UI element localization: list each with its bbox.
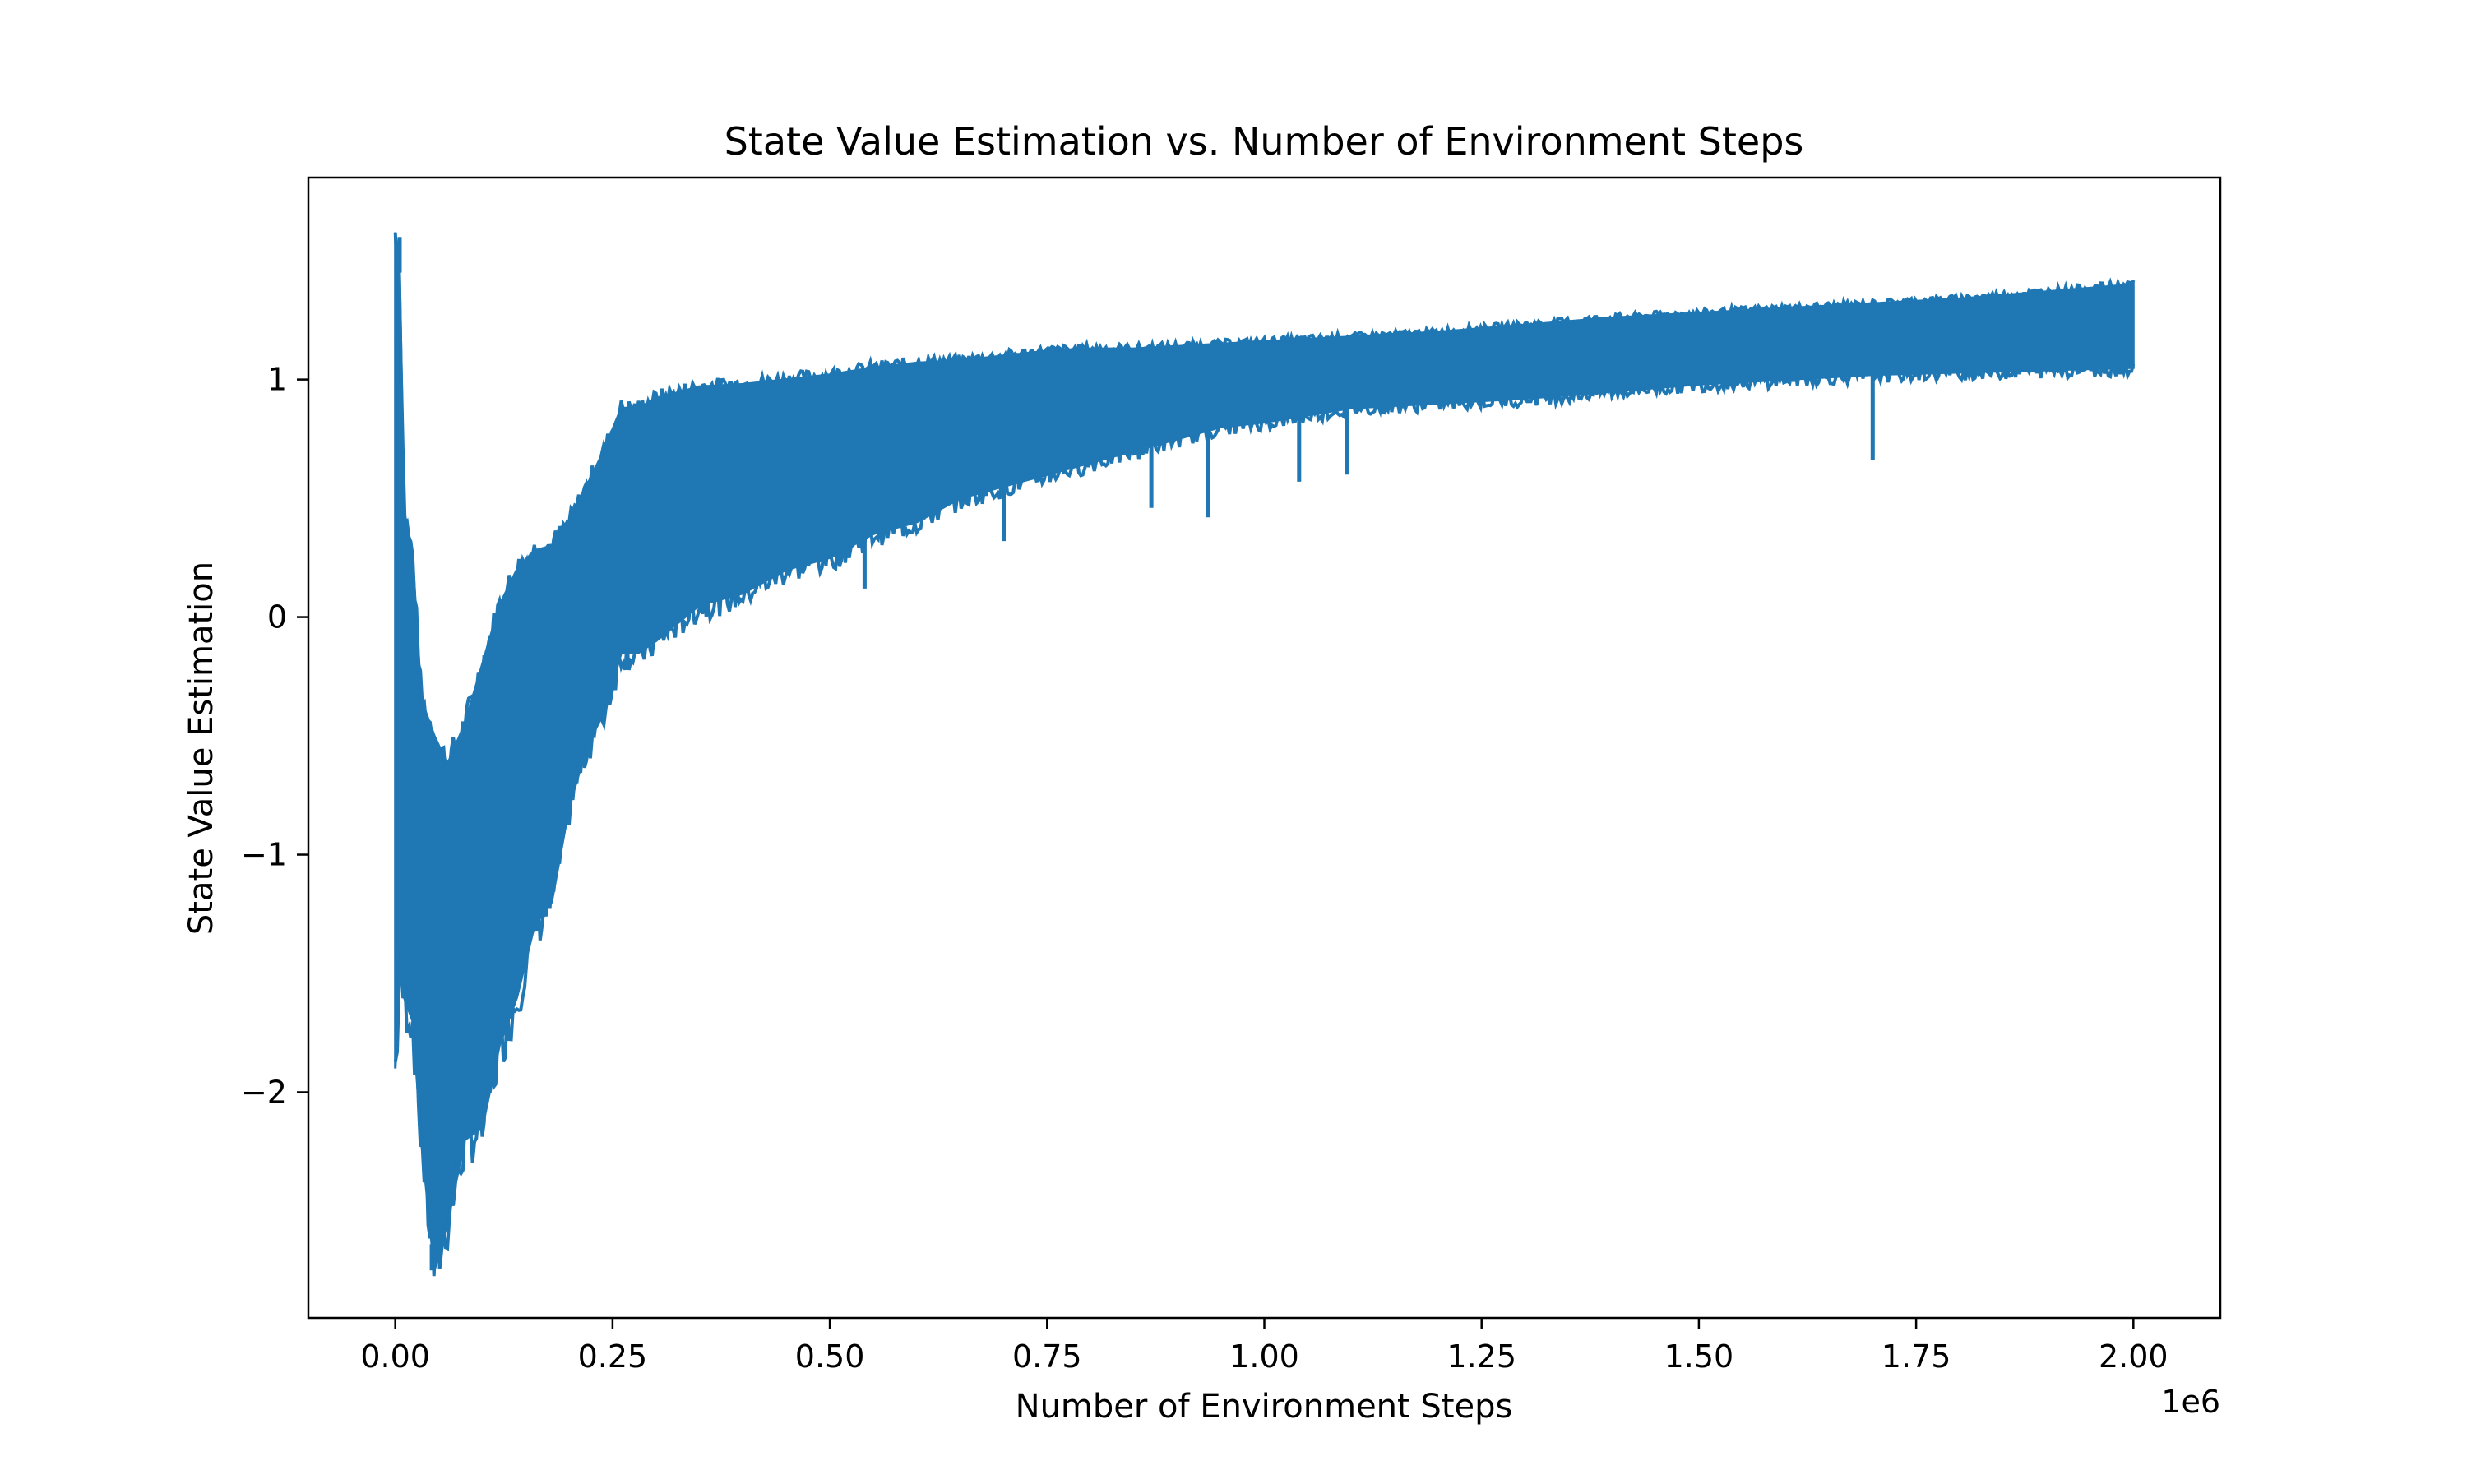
x-tick-label: 1.00 [1229,1338,1299,1375]
series-line-upper-edge [393,232,2136,774]
x-tick-label: 1.75 [1881,1338,1951,1375]
x-tick-label: 2.00 [2099,1338,2168,1375]
x-tick-label: 0.50 [795,1338,865,1375]
chart-title: State Value Estimation vs. Number of Env… [724,119,1804,164]
series-line-lower-edge [393,357,2136,1277]
x-axis-ticks: 0.00 0.25 0.50 0.75 1.00 1.25 1.50 1.75 2.00 [360,1318,2168,1375]
x-tick-label: 0.75 [1012,1338,1082,1375]
x-tick-label: 0.25 [578,1338,648,1375]
y-axis-ticks: −2 −1 0 1 [241,362,308,1110]
plot-layer [393,232,2136,1277]
x-axis-label: Number of Environment Steps [1016,1388,1513,1426]
y-tick-label: −2 [241,1074,287,1110]
x-tick-label: 0.00 [360,1338,430,1375]
x-tick-label: 1.50 [1664,1338,1734,1375]
y-tick-label: −1 [241,837,287,873]
x-tick-label: 1.25 [1446,1338,1516,1375]
y-tick-label: 1 [267,362,287,398]
x-axis-offset-label: 1e6 [2161,1384,2220,1420]
y-tick-label: 0 [267,599,287,636]
y-axis-label: State Value Estimation [183,562,220,935]
